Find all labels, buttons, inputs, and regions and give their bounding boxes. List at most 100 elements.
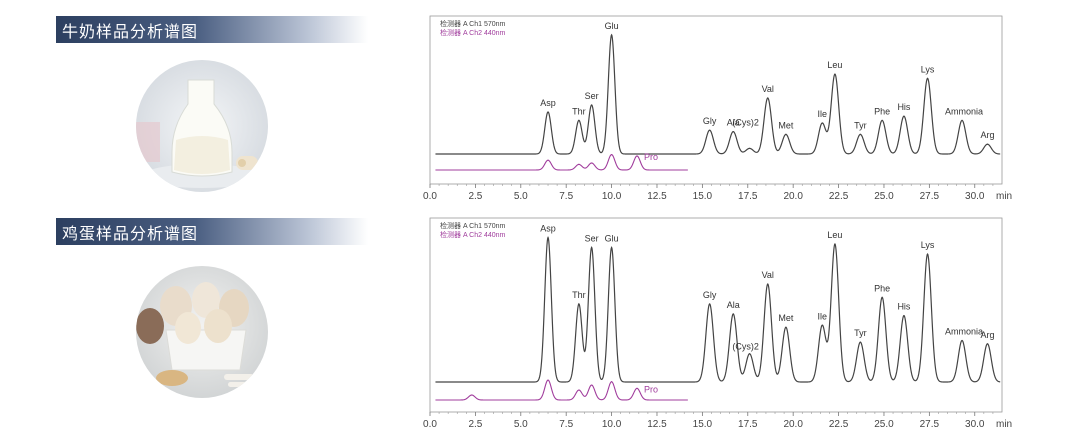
peak-label: Met (778, 313, 794, 323)
peak-label: Phe (874, 283, 890, 293)
x-tick-label: 7.5 (559, 419, 573, 430)
series-line-ch2 (435, 379, 688, 401)
data-point (903, 115, 905, 117)
data-point (785, 326, 787, 328)
x-tick-label: 27.5 (920, 419, 940, 430)
peak-label: Phe (874, 106, 890, 116)
data-point (610, 154, 613, 156)
x-tick-label: 22.5 (829, 419, 849, 430)
peak-label: (Cys)2 (732, 341, 759, 351)
peak-label: Leu (827, 60, 842, 70)
data-point (610, 246, 613, 249)
peak-label: Gly (703, 290, 717, 300)
peak-label: (Cys)2 (732, 118, 759, 128)
egg-section-title: 鸡蛋样品分析谱图 (62, 224, 199, 243)
data-point (821, 122, 823, 124)
peak-label: Ala (727, 300, 740, 310)
data-point (748, 147, 751, 149)
data-point (767, 97, 769, 99)
legend-entry-1: 检测器 A Ch1 570nm (440, 19, 506, 28)
x-tick-label: 0.0 (423, 191, 437, 202)
data-point (547, 379, 549, 381)
peak-label: Thr (572, 290, 586, 300)
x-tick-label: 15.0 (693, 419, 713, 430)
data-point (881, 296, 883, 298)
egg-section-banner: 鸡蛋样品分析谱图 (56, 218, 368, 245)
peak-label: Ser (585, 91, 599, 101)
data-point (785, 133, 787, 135)
peak-label: Ammonia (945, 327, 983, 337)
data-point (961, 119, 963, 121)
peak-label: Ile (817, 109, 827, 119)
data-point (732, 313, 734, 315)
data-point (591, 104, 593, 106)
x-tick-label: 10.0 (602, 191, 622, 202)
data-point (903, 315, 905, 317)
data-point (834, 243, 836, 245)
plot-frame (429, 217, 1003, 413)
legend-entry-2: 检测器 A Ch2 440nm (440, 230, 506, 239)
peak-label: Met (778, 120, 794, 130)
peak-label: Glu (605, 234, 619, 244)
x-tick-label: 25.0 (874, 419, 894, 430)
data-point (859, 341, 861, 343)
data-point (821, 324, 823, 327)
data-point (926, 253, 929, 255)
x-tick-label: 5.0 (514, 419, 528, 430)
data-point (578, 119, 580, 121)
milk-section-banner: 牛奶样品分析谱图 (56, 16, 368, 43)
data-point (961, 339, 963, 342)
x-tick-label: 27.5 (920, 191, 940, 202)
peak-label: Leu (827, 230, 842, 240)
data-point (578, 389, 580, 391)
data-point (591, 162, 593, 164)
x-tick-label: 7.5 (559, 191, 573, 202)
peak-label: Lys (921, 64, 935, 74)
x-tick-label: 0.0 (423, 419, 437, 430)
peak-label: Tyr (854, 328, 867, 338)
data-point (610, 34, 613, 36)
data-point (636, 387, 638, 389)
x-axis-unit: min (996, 419, 1012, 430)
data-point (986, 343, 989, 345)
x-tick-label: 17.5 (738, 419, 758, 430)
data-point (547, 236, 549, 239)
x-tick-label: 20.0 (783, 419, 803, 430)
x-tick-label: 17.5 (738, 191, 758, 202)
eggs-photo (136, 266, 268, 398)
data-point (610, 381, 613, 383)
peak-label: Ser (585, 234, 599, 244)
x-tick-label: 2.5 (468, 419, 482, 430)
peak-label: Gly (703, 116, 717, 126)
data-point (881, 119, 883, 121)
x-tick-label: 2.5 (468, 191, 482, 202)
data-point (578, 303, 580, 305)
data-point (709, 129, 711, 131)
x-tick-label: 22.5 (829, 191, 849, 202)
x-tick-label: 30.0 (965, 419, 985, 430)
x-tick-label: 15.0 (693, 191, 713, 202)
data-point (834, 73, 836, 75)
data-point (471, 394, 473, 396)
series-line-ch1 (435, 235, 1001, 383)
x-tick-label: 12.5 (647, 419, 667, 430)
data-point (926, 77, 929, 79)
peak-label: Lys (921, 240, 935, 250)
peak-label: Asp (540, 98, 556, 108)
legend-entry-2: 检测器 A Ch2 440nm (440, 28, 506, 37)
x-tick-label: 30.0 (965, 191, 985, 202)
peak-label: His (897, 102, 910, 112)
peak-label: Glu (605, 21, 619, 31)
series-line-ch2 (435, 154, 688, 171)
peak-label: His (897, 302, 910, 312)
peak-label: Pro (644, 384, 658, 394)
data-point (986, 143, 989, 145)
x-tick-label: 25.0 (874, 191, 894, 202)
peak-label: Arg (980, 130, 994, 140)
data-point (732, 131, 734, 133)
peak-label: Val (762, 84, 774, 94)
data-point (578, 163, 580, 165)
data-point (748, 353, 751, 355)
